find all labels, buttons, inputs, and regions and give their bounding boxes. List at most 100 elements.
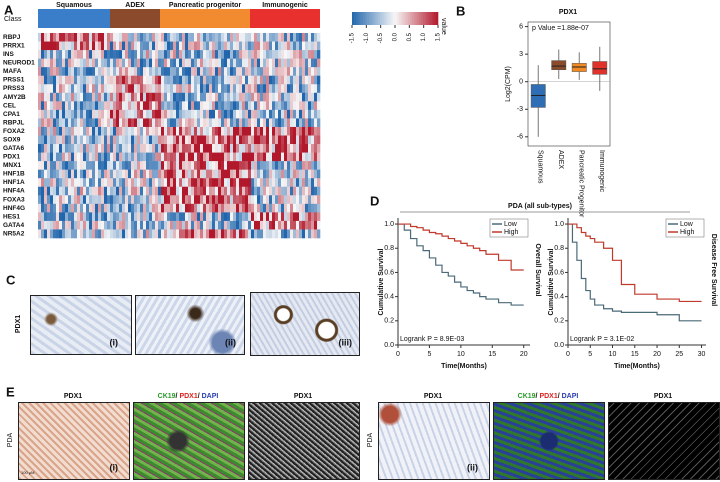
gene-label: CPA1 <box>3 111 20 118</box>
heat-cell <box>59 229 63 239</box>
group-label: Pancreatic progenitor <box>169 2 242 9</box>
heat-cell <box>203 92 207 102</box>
heat-cell <box>182 126 186 136</box>
heat-cell <box>80 178 84 188</box>
heat-cell <box>242 126 246 136</box>
x-tick-label: 15 <box>488 351 496 358</box>
heat-cell <box>122 135 126 145</box>
heat-cell <box>125 212 129 222</box>
heat-cell <box>251 229 255 239</box>
heat-cell <box>65 67 69 77</box>
heat-cell <box>50 135 54 145</box>
heat-cell <box>77 203 81 213</box>
heat-cell <box>143 101 147 111</box>
heat-cell <box>257 186 261 196</box>
heat-cell <box>71 58 75 68</box>
heat-cell <box>89 58 93 68</box>
heat-cell <box>167 229 171 239</box>
x-tick-label: Pancreatic Progenitor <box>577 150 584 218</box>
heat-cell <box>191 203 195 213</box>
heat-cell <box>86 152 90 162</box>
heat-cell <box>305 92 309 102</box>
gene-label: GATA6 <box>3 145 24 152</box>
heat-cell <box>245 203 249 213</box>
heat-cell <box>257 92 261 102</box>
heat-cell <box>203 84 207 94</box>
heat-cell <box>95 195 99 205</box>
heat-cell <box>272 118 276 128</box>
heat-cell <box>140 109 144 119</box>
heat-cell <box>242 67 246 77</box>
heat-cell <box>251 50 255 59</box>
heat-cell <box>284 144 288 153</box>
heat-cell <box>254 186 258 196</box>
heat-cell <box>269 178 273 188</box>
heat-cell <box>80 58 84 68</box>
colorbar-tick-label: 1.0 <box>421 32 427 41</box>
heat-cell <box>131 41 135 51</box>
heat-cell <box>143 109 147 119</box>
heat-cell <box>152 41 156 51</box>
heat-cell <box>224 41 228 51</box>
heat-cell <box>188 101 192 111</box>
heat-cell <box>176 220 180 230</box>
heat-cell <box>140 50 144 59</box>
heat-cell <box>167 126 171 136</box>
heat-cell <box>179 169 183 179</box>
row-label: PDA <box>367 432 374 447</box>
heat-cell <box>233 178 237 188</box>
heat-cell <box>221 220 225 230</box>
heat-cell <box>116 229 120 239</box>
heat-cell <box>203 178 207 188</box>
heat-cell <box>212 92 216 102</box>
heat-cell <box>173 41 177 51</box>
heat-cell <box>137 220 141 230</box>
heat-cell <box>233 152 237 162</box>
heat-cell <box>236 161 240 170</box>
heat-cell <box>215 50 219 59</box>
heat-cell <box>62 67 66 77</box>
heat-cell <box>266 84 270 94</box>
heat-cell <box>203 220 207 230</box>
heat-cell <box>71 92 75 102</box>
heat-cell <box>272 33 276 42</box>
heat-cell <box>188 75 192 85</box>
heat-cell <box>86 101 90 111</box>
heat-cell <box>125 203 129 213</box>
heat-cell <box>203 41 207 51</box>
heat-cell <box>284 195 288 205</box>
heat-cell <box>263 41 267 51</box>
heat-cell <box>278 203 282 213</box>
heat-cell <box>308 152 312 162</box>
colorbar <box>390 12 394 25</box>
heat-cell <box>269 33 273 42</box>
heat-cell <box>287 92 291 102</box>
gene-label: NR5A2 <box>3 230 25 237</box>
heat-cell <box>185 58 189 68</box>
heat-cell <box>179 203 183 213</box>
heat-cell <box>203 152 207 162</box>
heat-cell <box>164 101 168 111</box>
header: / <box>176 393 180 400</box>
heat-cell <box>113 50 117 59</box>
heat-cell <box>203 161 207 170</box>
heat-cell <box>233 144 237 153</box>
heat-cell <box>95 220 99 230</box>
heat-cell <box>92 152 96 162</box>
heat-cell <box>80 84 84 94</box>
heat-cell <box>317 152 321 162</box>
heat-cell <box>53 195 57 205</box>
heat-cell <box>101 50 105 59</box>
heat-cell <box>278 58 282 68</box>
heat-cell <box>122 161 126 170</box>
heat-cell <box>137 144 141 153</box>
x-tick-label: ADEX <box>557 150 564 169</box>
heat-cell <box>236 67 240 77</box>
heat-cell <box>197 161 201 170</box>
heat-cell <box>104 212 108 222</box>
heat-cell <box>173 178 177 188</box>
heat-cell <box>176 33 180 42</box>
heat-cell <box>230 75 234 85</box>
heat-cell <box>227 109 231 119</box>
heat-cell <box>62 178 66 188</box>
